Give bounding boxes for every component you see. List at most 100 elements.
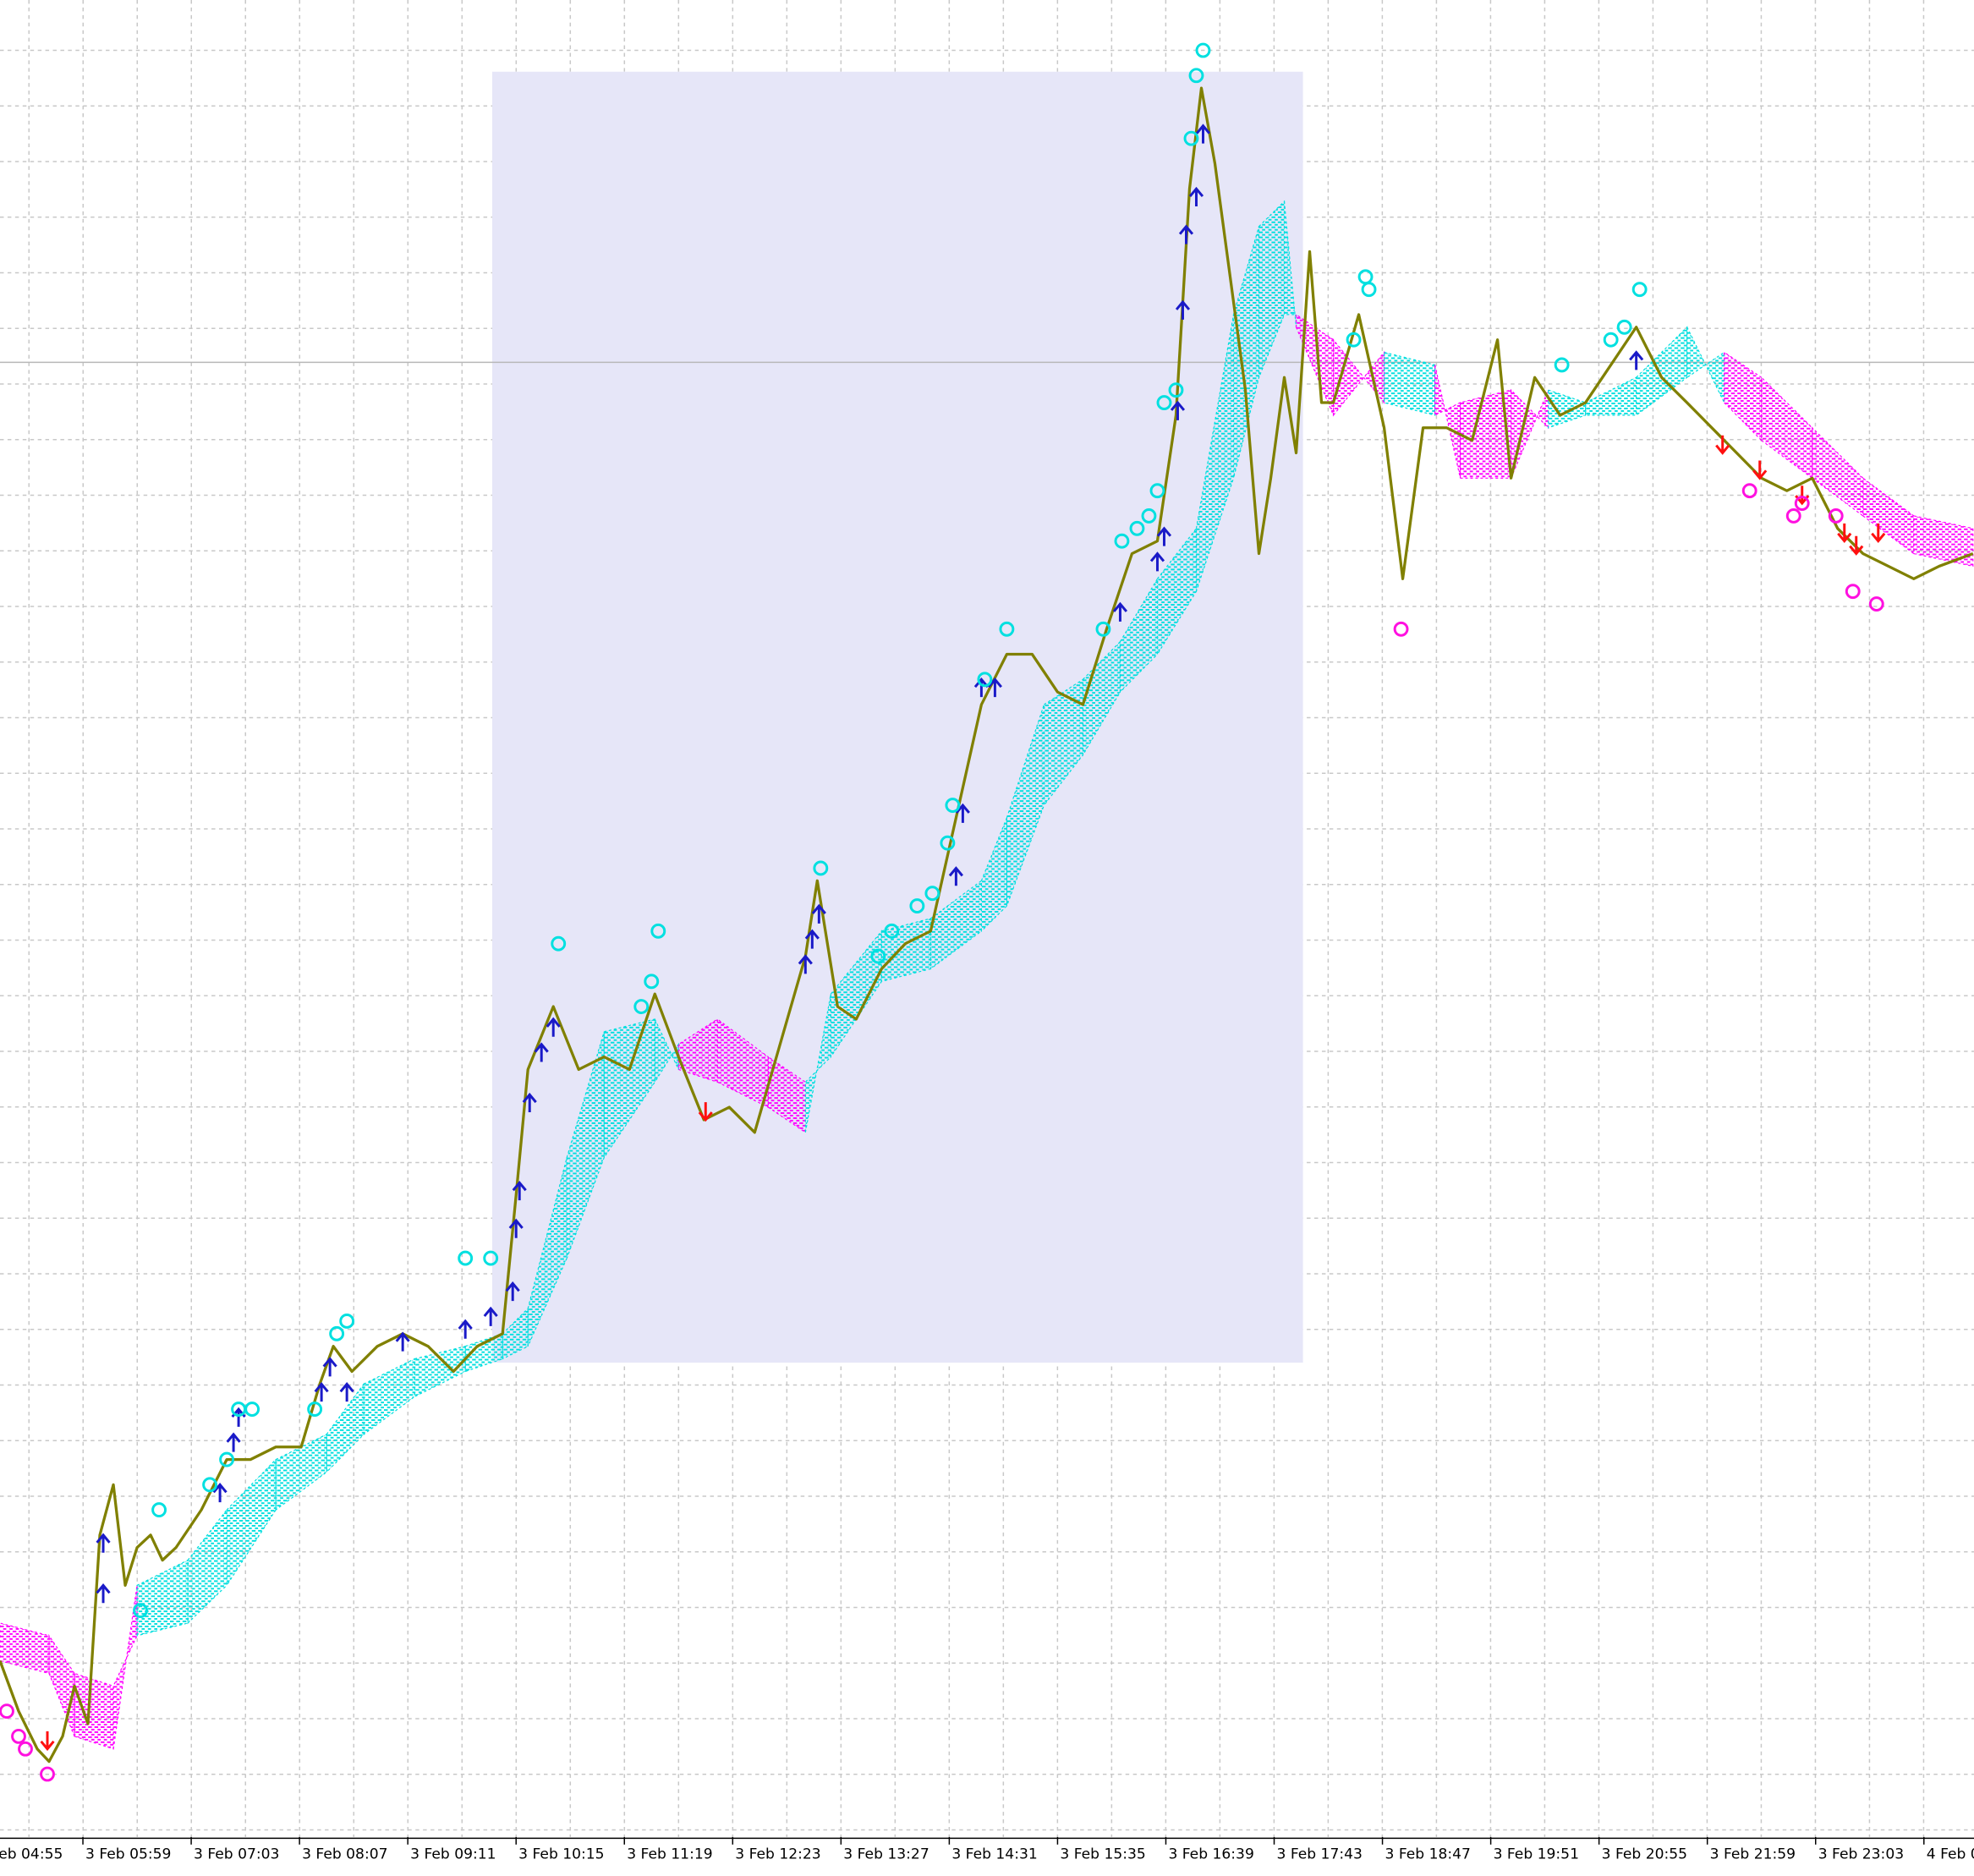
cloud-segment xyxy=(74,1672,114,1750)
up-arrow xyxy=(1170,400,1186,420)
up-circle xyxy=(1346,332,1362,348)
x-tick-label: 3 Feb 07:03 xyxy=(194,1846,279,1863)
cloud-segment xyxy=(1295,313,1335,416)
down-arrow xyxy=(1849,535,1864,556)
up-arrow xyxy=(798,954,813,974)
up-circle xyxy=(977,672,993,688)
up-arrow xyxy=(1195,123,1211,144)
cloud-segment xyxy=(502,1307,529,1360)
cloud-segment xyxy=(1585,376,1637,416)
up-arrow xyxy=(96,1533,111,1553)
up-arrow xyxy=(522,1092,537,1113)
up-circle xyxy=(329,1325,345,1341)
down-circle xyxy=(1741,483,1757,499)
up-arrow xyxy=(505,1281,520,1302)
up-arrow xyxy=(212,1483,228,1503)
up-circle xyxy=(202,1477,218,1493)
up-arrow xyxy=(96,1583,111,1604)
cloud-segment xyxy=(1006,704,1045,907)
up-arrow xyxy=(811,903,826,924)
up-circle xyxy=(644,974,660,990)
up-arrow xyxy=(226,1432,241,1452)
up-circle xyxy=(458,1250,474,1266)
cloud-segment xyxy=(187,1508,228,1625)
up-arrow xyxy=(322,1357,337,1377)
x-tick-label: 3 Feb 05:59 xyxy=(85,1846,171,1863)
up-arrow xyxy=(508,1218,524,1238)
up-circle xyxy=(1616,319,1632,335)
up-circle xyxy=(1129,520,1145,536)
down-arrow xyxy=(1752,460,1768,480)
cloud-segment xyxy=(1258,200,1286,378)
down-arrow xyxy=(1871,523,1886,543)
x-tick-label: 3 Feb 18:47 xyxy=(1385,1846,1471,1863)
up-circle xyxy=(650,923,666,939)
up-arrow xyxy=(1178,224,1194,244)
up-arrow xyxy=(1175,299,1191,320)
up-arrow xyxy=(1629,350,1644,370)
down-circle xyxy=(1828,507,1844,524)
x-tick-label: 3 Feb 20:55 xyxy=(1602,1846,1687,1863)
down-arrow xyxy=(40,1731,55,1752)
up-circle xyxy=(813,860,829,876)
x-tick-label: 3 Feb 14:31 xyxy=(951,1846,1037,1863)
down-arrow xyxy=(698,1102,713,1122)
down-circle xyxy=(1794,496,1810,511)
x-tick-label: 3 Feb 10:15 xyxy=(518,1846,604,1863)
cloud-segment xyxy=(1862,477,1915,555)
up-arrow xyxy=(339,1382,354,1402)
x-tick-label: 3 Feb 16:39 xyxy=(1168,1846,1253,1863)
up-circle xyxy=(1188,68,1204,84)
up-circle xyxy=(219,1451,235,1467)
price-line xyxy=(0,86,1974,1764)
up-circle xyxy=(1195,42,1211,58)
x-tick-label: 3 Feb 04:55 xyxy=(0,1846,63,1863)
x-tick-label: 3 Feb 12:23 xyxy=(735,1846,820,1863)
down-circle xyxy=(1393,621,1409,637)
down-arrow xyxy=(1715,435,1730,455)
x-tick-label: 3 Feb 17:43 xyxy=(1276,1846,1362,1863)
up-circle xyxy=(244,1402,260,1418)
down-circle xyxy=(1785,507,1801,524)
up-arrow xyxy=(1156,526,1172,546)
up-arrow xyxy=(1149,551,1165,572)
up-circle xyxy=(945,798,961,813)
up-circle xyxy=(1168,382,1184,398)
x-tick-label: 3 Feb 21:59 xyxy=(1710,1846,1796,1863)
up-circle xyxy=(339,1314,355,1329)
up-circle xyxy=(999,621,1015,637)
cloud-segment xyxy=(1686,326,1725,403)
up-arrow xyxy=(512,1181,527,1201)
up-arrow xyxy=(546,1017,561,1037)
cloud-segment xyxy=(1283,200,1297,327)
x-tick-label: 4 Feb 00:07 xyxy=(1927,1846,1974,1863)
down-circle xyxy=(1868,596,1884,612)
cloud-segment xyxy=(677,1018,718,1083)
up-circle xyxy=(1183,130,1199,146)
up-circle xyxy=(1095,621,1111,637)
x-tick-label: 3 Feb 15:35 xyxy=(1060,1846,1145,1863)
up-arrow xyxy=(395,1331,410,1352)
down-arrow xyxy=(1837,523,1852,543)
up-circle xyxy=(1141,507,1157,524)
up-circle xyxy=(551,935,567,952)
up-circle xyxy=(307,1402,323,1418)
up-circle xyxy=(884,923,900,939)
down-circle xyxy=(11,1728,26,1744)
down-circle xyxy=(1845,584,1861,600)
up-circle xyxy=(940,835,956,851)
up-circle xyxy=(1156,395,1172,410)
up-circle xyxy=(1149,483,1165,499)
up-circle xyxy=(1603,332,1619,348)
x-tick-label: 3 Feb 11:19 xyxy=(627,1846,712,1863)
up-circle xyxy=(633,999,650,1014)
cloud-segment xyxy=(767,1056,806,1133)
up-arrow xyxy=(948,866,963,886)
x-tick-label: 3 Feb 09:11 xyxy=(410,1846,496,1863)
down-circle xyxy=(40,1766,55,1782)
up-circle xyxy=(1631,282,1648,298)
up-circle xyxy=(151,1502,167,1518)
cloud-segment xyxy=(980,817,1008,933)
